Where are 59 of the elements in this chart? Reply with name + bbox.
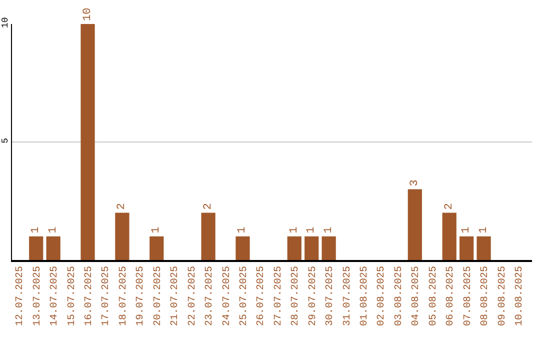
bar bbox=[287, 236, 302, 260]
x-tick-label: 09.08.2025 bbox=[497, 266, 508, 326]
x-tick-label: 21.07.2025 bbox=[170, 266, 182, 326]
x-tick-label: 02.08.2025 bbox=[376, 266, 388, 326]
y-tick-label: 5 bbox=[0, 138, 10, 144]
bar bbox=[322, 236, 336, 260]
bar bbox=[150, 236, 164, 260]
data-label: 1 bbox=[47, 226, 60, 234]
x-tick-label: 12.07.2025 bbox=[15, 266, 26, 326]
x-tick-label: 20.07.2025 bbox=[152, 266, 164, 326]
x-tick-label: 05.08.2025 bbox=[428, 266, 440, 326]
x-tick-label: 31.07.2025 bbox=[342, 266, 354, 326]
bar bbox=[476, 236, 491, 260]
bar bbox=[304, 236, 319, 260]
data-label: 1 bbox=[150, 226, 163, 234]
x-tick-label: 03.08.2025 bbox=[394, 266, 405, 326]
data-label: 1 bbox=[288, 226, 300, 234]
x-tick-label: 07.08.2025 bbox=[462, 266, 474, 326]
bar bbox=[460, 236, 474, 260]
x-tick-label: 15.07.2025 bbox=[66, 266, 78, 326]
x-tick-label: 26.07.2025 bbox=[256, 266, 268, 326]
data-label: 2 bbox=[443, 203, 456, 210]
x-tick-label: 23.07.2025 bbox=[204, 266, 216, 326]
x-tick-label: 08.08.2025 bbox=[480, 266, 492, 326]
x-tick-label: 01.08.2025 bbox=[360, 266, 371, 326]
x-tick-label: 16.07.2025 bbox=[84, 266, 96, 326]
data-label: 2 bbox=[202, 203, 214, 210]
x-tick-label: 28.07.2025 bbox=[290, 266, 302, 326]
bar bbox=[201, 212, 216, 260]
x-tick-label: 29.07.2025 bbox=[308, 266, 319, 326]
bar bbox=[236, 236, 250, 260]
x-tick-label: 13.07.2025 bbox=[32, 266, 44, 326]
data-label: 1 bbox=[306, 226, 318, 234]
x-tick-label: 19.07.2025 bbox=[136, 266, 147, 326]
x-tick-label: 04.08.2025 bbox=[411, 266, 422, 326]
x-tick-label: 30.07.2025 bbox=[325, 266, 336, 326]
x-tick-label: 17.07.2025 bbox=[101, 266, 112, 326]
x-tick-label: 14.07.2025 bbox=[50, 266, 61, 326]
data-label: 1 bbox=[236, 226, 249, 234]
bar bbox=[80, 24, 95, 260]
data-label: 2 bbox=[116, 203, 128, 210]
bar bbox=[442, 212, 456, 260]
bar bbox=[115, 212, 130, 260]
x-tick-label: 27.07.2025 bbox=[273, 266, 284, 326]
x-tick-label: 10.08.2025 bbox=[514, 266, 526, 326]
data-label: 3 bbox=[408, 180, 421, 186]
x-tick-label: 06.08.2025 bbox=[446, 266, 457, 326]
data-label: 1 bbox=[30, 226, 42, 234]
x-tick-label: 25.07.2025 bbox=[238, 266, 250, 326]
x-tick-label: 18.07.2025 bbox=[118, 266, 130, 326]
bar bbox=[408, 189, 422, 260]
data-label: 1 bbox=[322, 226, 335, 234]
data-label: 1 bbox=[478, 226, 490, 234]
x-tick-label: 24.07.2025 bbox=[222, 266, 233, 326]
data-label: 10 bbox=[82, 8, 94, 21]
bar bbox=[46, 236, 60, 260]
bar bbox=[29, 236, 44, 260]
x-tick-label: 22.07.2025 bbox=[187, 266, 198, 326]
data-label: 1 bbox=[460, 226, 473, 234]
